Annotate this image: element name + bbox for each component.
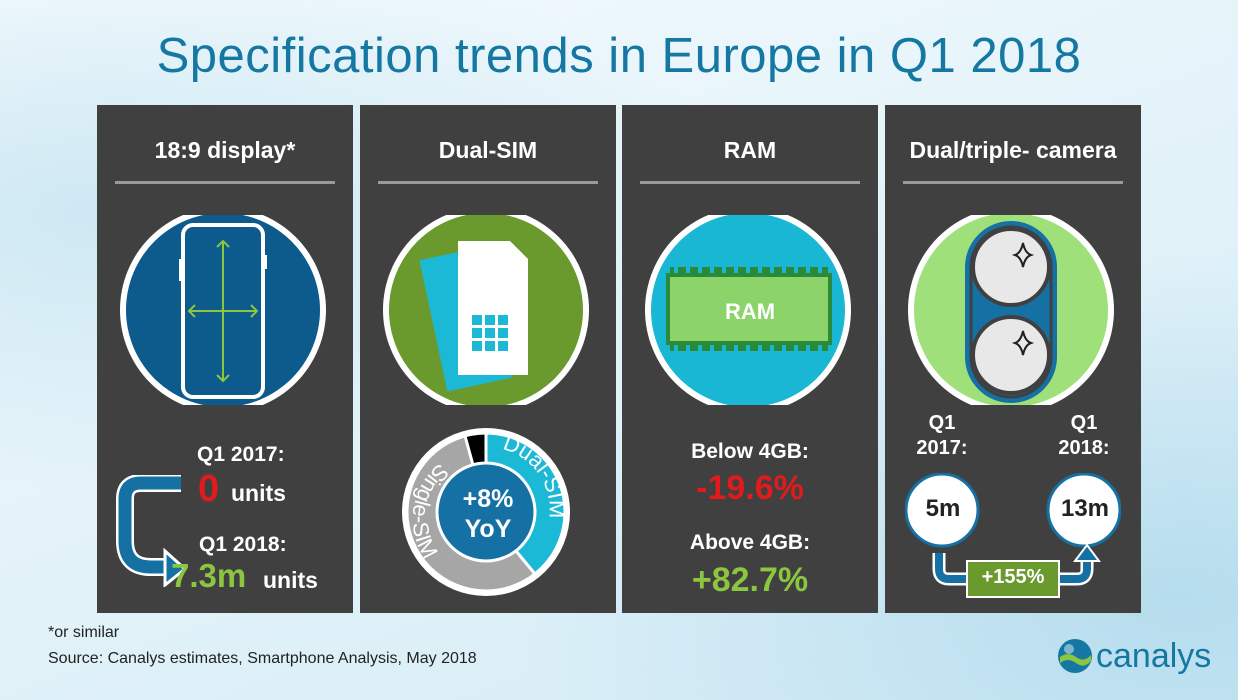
sim-card-icon [383,215,589,405]
camera-growth-value: +155% [981,566,1045,588]
dual-camera-icon [908,215,1114,405]
footnote-source: Source: Canalys estimates, Smartphone An… [48,650,477,667]
donut-center-value: +8% [462,485,514,513]
trend-arrow-icon [116,475,187,587]
q1-2017-label-line1: Q1 [928,412,956,434]
below-4gb-label: Below 4GB: [691,440,809,463]
panel-title-display: 18:9 display* [154,137,296,163]
panel-title-ram: RAM [723,137,777,163]
panel-divider [903,181,1123,184]
panel-title-camera: Dual/triple- camera [909,137,1117,163]
canalys-globe-icon [1058,639,1092,673]
panel-divider [378,181,598,184]
panel-display: 18:9 display* Q1 2017: 0 units Q1 2018: … [97,105,353,613]
panel-dual-sim: Dual-SIM [360,105,616,613]
camera-2018-value: 13m [1060,495,1110,522]
ram-chip-label: RAM [724,299,776,324]
q1-2018-label: Q1 2018: [199,533,287,556]
camera-growth-graphic [905,473,1121,598]
panel-ram: RAM RAM Below 4GB: -19.6% Above [622,105,878,613]
q1-2018-label-line2: 2018: [1058,437,1110,459]
dual-sim-share-donut-icon: Dual-SIM Single-SIM [402,428,570,596]
panel-title-dual-sim: Dual-SIM [438,137,538,163]
phone-display-icon [120,215,326,405]
q1-2017-value: 0 [198,468,220,510]
panel-divider [640,181,860,184]
q1-2017-label-line2: 2017: [916,437,968,459]
above-4gb-label: Above 4GB: [689,531,811,554]
q1-2017-label: Q1 2017: [197,443,285,466]
q1-2018-unit: units [263,567,318,593]
ram-chip-icon [645,215,851,405]
donut-center-sub: YoY [464,515,512,543]
footnote-note: *or similar [48,624,120,641]
q1-2018-label-line1: Q1 [1070,412,1098,434]
q1-2018-value: 7.3m [171,557,247,594]
canalys-logo-text: canalys [1096,637,1212,675]
panel-camera: Dual/triple- camera Q1 2017: Q1 2018: 5m… [885,105,1141,613]
below-4gb-value: -19.6% [696,469,804,507]
panel-divider [115,181,335,184]
page-title: Specification trends in Europe in Q1 201… [156,29,1082,83]
above-4gb-value: +82.7% [691,561,809,599]
camera-2017-value: 5m [925,495,961,522]
q1-2017-unit: units [231,480,286,506]
